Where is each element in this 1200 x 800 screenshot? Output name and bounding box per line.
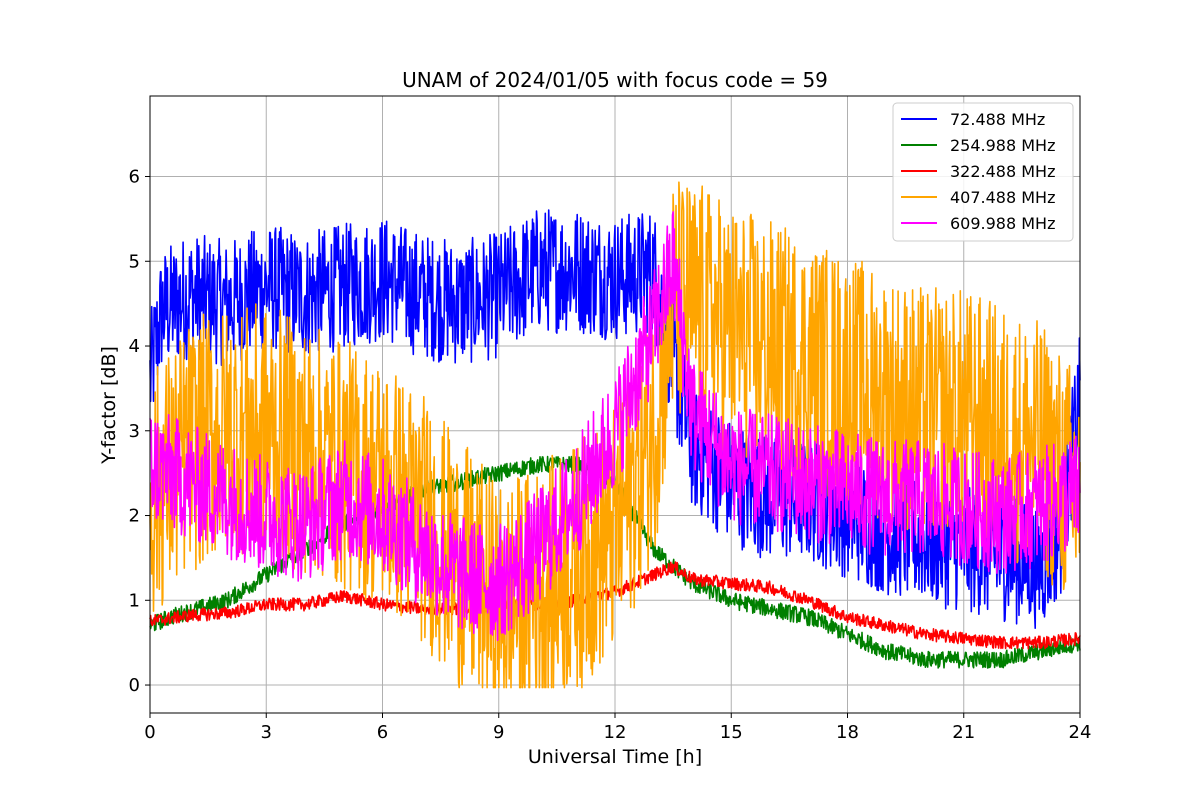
y-tick-label: 5 [129, 251, 140, 272]
legend-box [892, 102, 1074, 242]
legend-label: 254.988 MHz [950, 136, 1055, 155]
y-tick-label: 0 [129, 675, 140, 696]
x-tick-label: 6 [377, 722, 388, 743]
x-tick-label: 12 [604, 722, 627, 743]
y-tick-label: 2 [129, 506, 140, 527]
y-tick-label: 1 [129, 590, 140, 611]
series-line-3 [149, 181, 1081, 689]
x-tick-label: 9 [493, 722, 504, 743]
x-axis-label: Universal Time [h] [528, 746, 702, 768]
x-tick-label: 21 [952, 722, 975, 743]
x-tick-label: 15 [720, 722, 743, 743]
y-tick-label: 3 [129, 421, 140, 442]
y-axis-label: Y-factor [dB] [98, 346, 120, 465]
legend: 72.488 MHz 254.988 MHz 322.488 MHz 407.488 … [892, 102, 1074, 242]
x-tick-label: 24 [1069, 722, 1092, 743]
y-tick-label: 6 [129, 167, 140, 188]
legend-label: 322.488 MHz [950, 162, 1055, 181]
x-tick-label: 18 [836, 722, 859, 743]
legend-label: 609.988 MHz [950, 214, 1055, 233]
y-tick-label: 4 [129, 336, 140, 357]
x-tick-label: 3 [261, 722, 272, 743]
series-line-0 [149, 209, 1081, 629]
series-group [149, 181, 1081, 689]
series-line-4 [149, 211, 1081, 642]
legend-label: 72.488 MHz [950, 110, 1045, 129]
chart-title: UNAM of 2024/01/05 with focus code = 59 [402, 68, 828, 92]
series-line-2 [149, 561, 1081, 650]
legend-label: 407.488 MHz [950, 188, 1055, 207]
x-tick-label: 0 [144, 722, 155, 743]
